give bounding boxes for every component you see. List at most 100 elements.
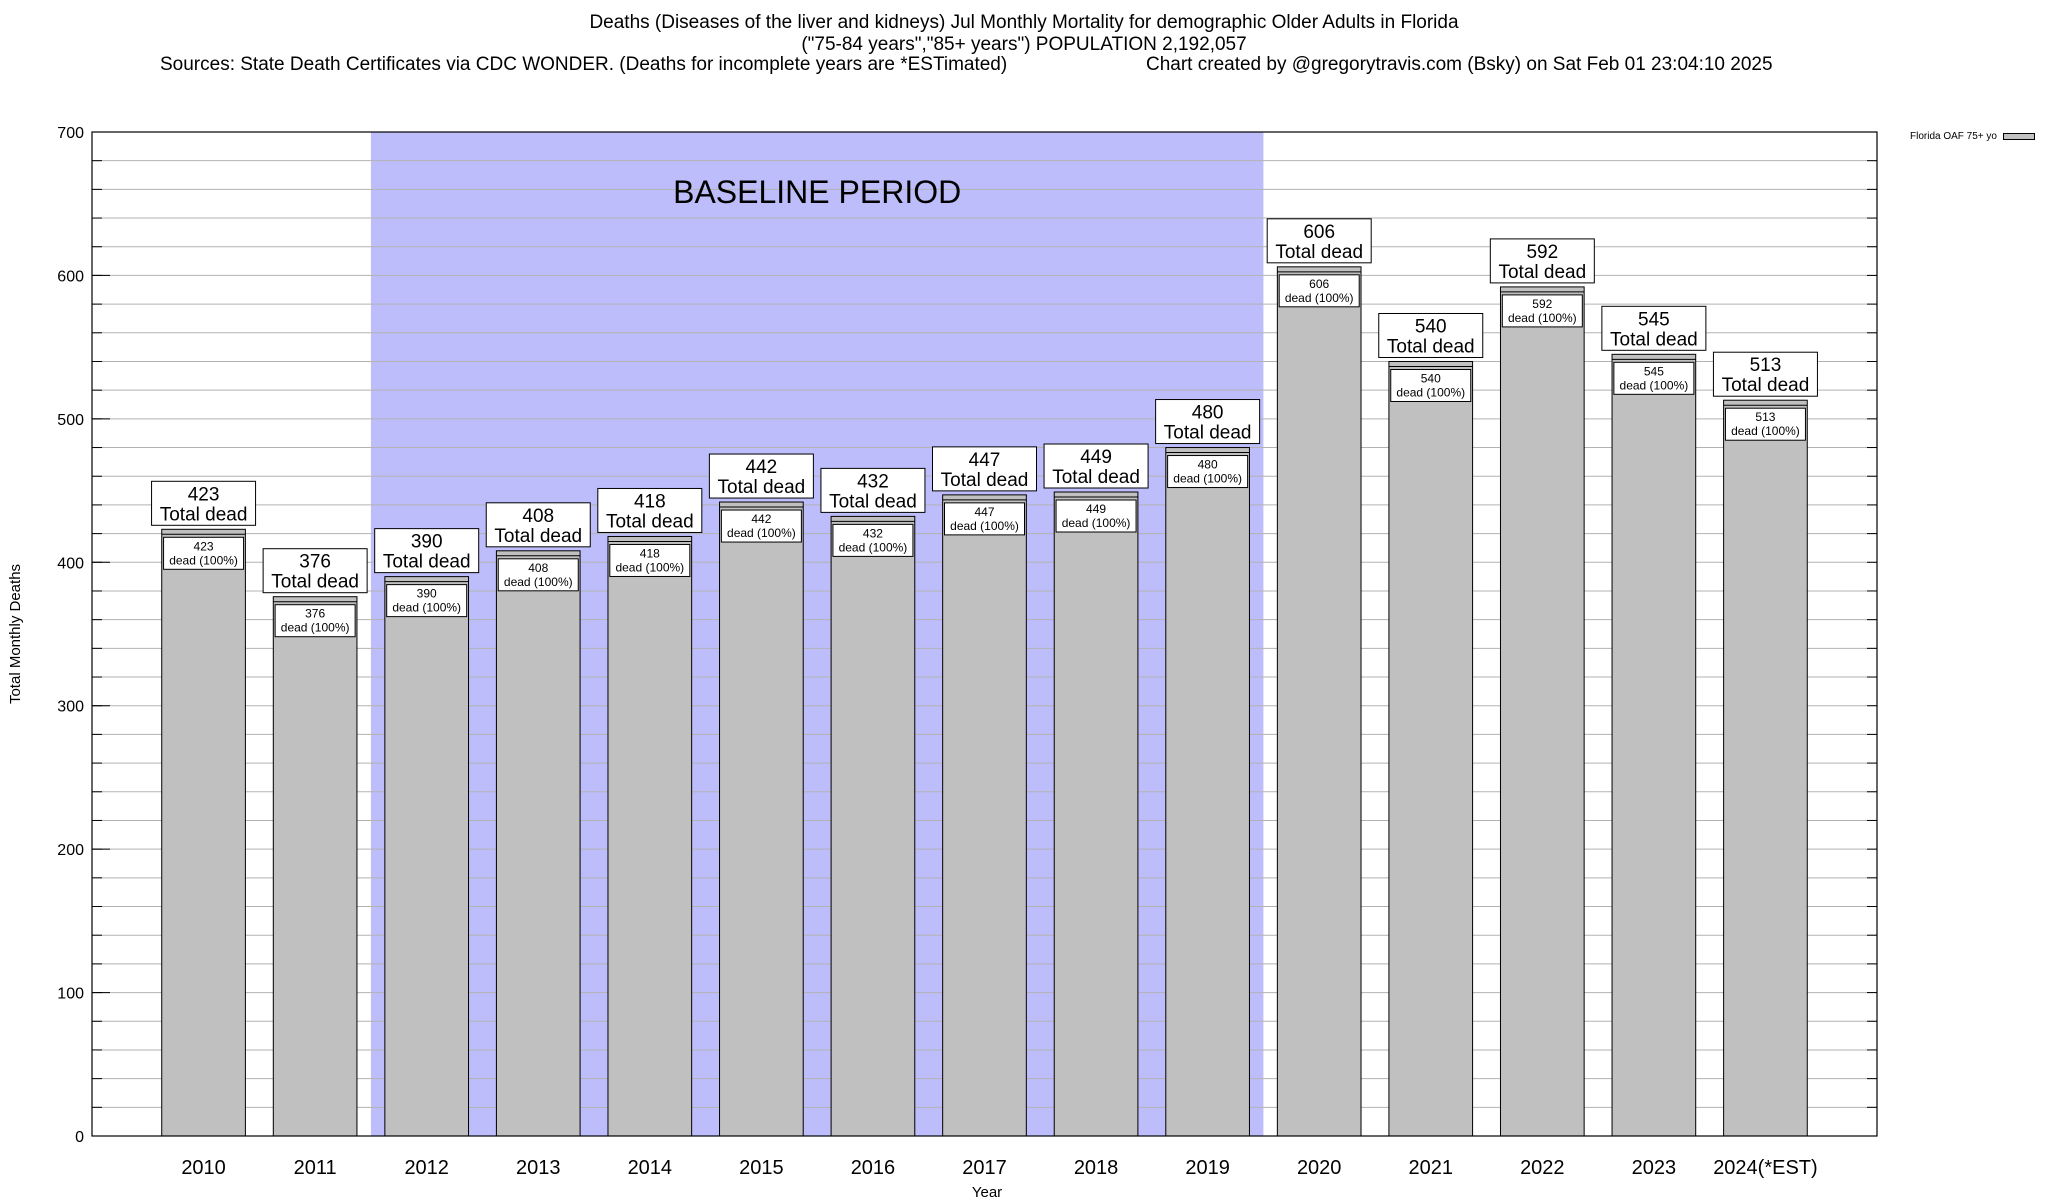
x-tick-label: 2011 (294, 1157, 337, 1179)
total-label-box (1043, 443, 1149, 489)
total-label-value: 480 (1192, 403, 1224, 424)
inner-label-text: dead (100%) (392, 601, 461, 615)
x-tick-label: 2016 (851, 1157, 896, 1179)
bar (1165, 447, 1250, 1137)
legend: Florida OAF 75+ yo (1910, 131, 2035, 142)
x-tick-label: 2014 (628, 1157, 673, 1179)
legend-label: Florida OAF 75+ yo (1910, 131, 1997, 142)
total-label-text: Total dead (1164, 423, 1252, 444)
x-tick-label: 2018 (1074, 1157, 1119, 1179)
legend-swatch (2002, 133, 2035, 140)
chart-title-line-2: ("75-84 years","85+ years") POPULATION 2… (801, 34, 1247, 55)
total-label-box (820, 467, 926, 513)
total-label-value: 423 (188, 484, 220, 505)
total-label-box (708, 453, 814, 499)
inner-label-text: dead (100%) (727, 526, 796, 540)
y-axis-label: Total Monthly Deaths (7, 564, 24, 704)
total-label-value: 545 (1638, 309, 1670, 330)
bar (719, 501, 804, 1137)
bar (1611, 353, 1697, 1137)
inner-label-text: dead (100%) (169, 553, 238, 567)
total-label-box (1155, 399, 1261, 445)
inner-label-value: 423 (194, 539, 214, 553)
bar (607, 535, 693, 1137)
inner-label-text: dead (100%) (1508, 311, 1577, 325)
total-label-value: 418 (634, 491, 666, 512)
bar (1723, 399, 1808, 1137)
bar (495, 550, 581, 1137)
bar (1388, 360, 1474, 1137)
total-label-text: Total dead (160, 504, 248, 525)
total-label-value: 442 (746, 457, 778, 478)
inner-label-text: dead (100%) (1396, 385, 1465, 399)
inner-label-text: dead (100%) (281, 621, 350, 635)
x-axis-label: Year (972, 1184, 1002, 1200)
total-label-text: Total dead (1722, 375, 1810, 396)
sources-note: Sources: State Death Certificates via CD… (160, 54, 1008, 75)
chart-credit: Chart created by @gregorytravis.com (Bsk… (1146, 54, 1773, 75)
inner-label-text: dead (100%) (1062, 516, 1131, 530)
inner-label-box (386, 584, 468, 618)
inner-label-box (1501, 294, 1583, 328)
inner-label-value: 480 (1198, 458, 1218, 472)
total-label-box (1266, 218, 1372, 264)
bar (1053, 491, 1139, 1137)
total-label-text: Total dead (1498, 262, 1586, 283)
total-label-text: Total dead (1052, 467, 1140, 488)
inner-label-value: 432 (863, 526, 883, 540)
total-label-value: 390 (411, 532, 443, 553)
inner-label-box (163, 536, 245, 570)
inner-label-box (1055, 499, 1137, 533)
bar (161, 528, 246, 1137)
inner-label-text: dead (100%) (839, 540, 908, 554)
inner-label-box (1167, 455, 1249, 489)
y-tick-label: 600 (57, 268, 84, 285)
inner-label-value: 442 (751, 512, 771, 526)
inner-label-value: 376 (305, 607, 325, 621)
inner-label-text: dead (100%) (950, 519, 1019, 533)
x-tick-label: 2015 (739, 1157, 784, 1179)
inner-label-value: 390 (417, 587, 437, 601)
total-label-value: 432 (857, 471, 889, 492)
x-tick-label: 2017 (962, 1157, 1007, 1179)
total-label-text: Total dead (383, 552, 471, 573)
inner-label-value: 592 (1532, 297, 1552, 311)
inner-label-value: 540 (1421, 371, 1441, 385)
total-label-value: 408 (522, 506, 554, 527)
total-label-box (1712, 351, 1818, 397)
total-label-text: Total dead (718, 477, 806, 498)
x-tick-label: 2012 (404, 1157, 449, 1179)
y-tick-label: 400 (57, 555, 84, 572)
x-tick-label: 2020 (1297, 1157, 1342, 1179)
inner-label-box (720, 509, 802, 543)
bar (942, 494, 1027, 1137)
total-label-value: 606 (1303, 222, 1335, 243)
total-label-text: Total dead (941, 470, 1029, 491)
total-label-box (1601, 305, 1707, 351)
y-tick-label: 700 (57, 125, 84, 142)
inner-label-text: dead (100%) (1731, 424, 1800, 438)
total-label-text: Total dead (494, 526, 582, 547)
bar (1276, 266, 1362, 1137)
y-tick-label: 100 (57, 986, 84, 1003)
chart-title-line-1: Deaths (Diseases of the liver and kidney… (589, 12, 1459, 33)
total-label-box (151, 480, 257, 526)
total-label-value: 449 (1080, 447, 1112, 468)
y-tick-label: 200 (57, 842, 84, 859)
total-label-box (262, 548, 368, 594)
baseline-period-label: BASELINE PERIOD (673, 174, 961, 210)
x-tick-label: 2010 (181, 1157, 226, 1179)
x-tick-label: 2024(*EST) (1713, 1157, 1818, 1179)
inner-label-value: 447 (974, 505, 994, 519)
total-label-text: Total dead (1610, 329, 1698, 350)
plot-frame (91, 131, 1878, 1137)
total-label-text: Total dead (271, 572, 359, 593)
inner-label-value: 418 (640, 546, 660, 560)
total-label-box (1489, 238, 1595, 284)
x-tick-label: 2023 (1632, 1157, 1677, 1179)
inner-label-value: 545 (1644, 364, 1664, 378)
x-tick-label: 2013 (516, 1157, 561, 1179)
inner-label-text: dead (100%) (1620, 378, 1689, 392)
total-label-value: 592 (1526, 242, 1558, 263)
